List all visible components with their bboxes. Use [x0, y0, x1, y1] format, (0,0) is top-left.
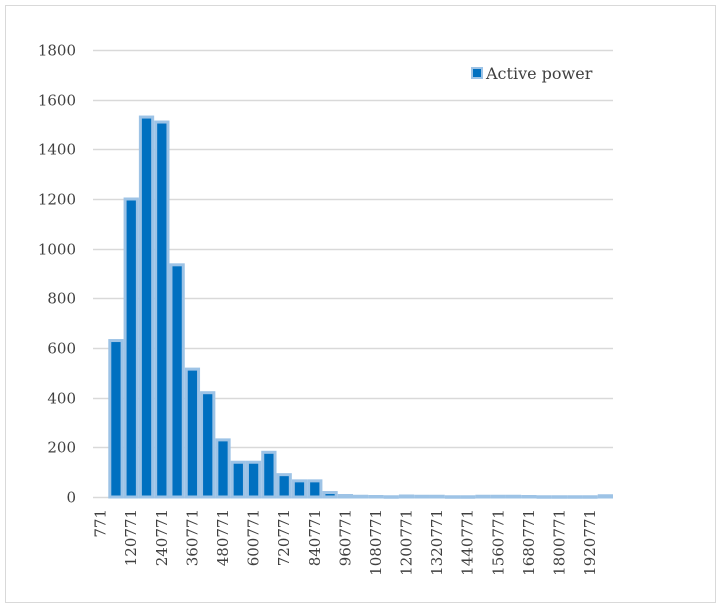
bar [398, 494, 415, 499]
chart-frame [5, 5, 716, 603]
bar [475, 494, 491, 499]
x-tick-label: 1440771 [459, 509, 477, 576]
bar [200, 391, 216, 499]
bar [108, 339, 124, 499]
x-tick-label: 360771 [183, 509, 201, 566]
bar [536, 495, 552, 499]
x-tick-label: 960771 [336, 509, 354, 566]
bar [353, 494, 369, 499]
bar [383, 495, 399, 499]
y-tick-label: 600 [47, 340, 76, 358]
bar [245, 460, 262, 499]
y-tick-label: 1800 [38, 42, 76, 60]
legend: Active power [471, 64, 593, 83]
bar [138, 115, 155, 499]
y-tick-label: 200 [47, 439, 76, 457]
bar [261, 450, 277, 499]
bar [567, 495, 583, 499]
x-tick-label: 1080771 [367, 509, 385, 576]
y-tick-label: 1200 [38, 191, 76, 209]
legend-swatch [471, 67, 483, 79]
x-tick-label: 1800771 [550, 509, 568, 576]
bar [123, 197, 139, 499]
bar [551, 495, 568, 499]
bar [521, 495, 537, 499]
bar [276, 473, 292, 499]
bar [368, 495, 384, 499]
bar [460, 495, 476, 499]
x-tick-label: 720771 [275, 509, 293, 566]
bar [154, 120, 170, 499]
y-tick-label: 400 [47, 390, 76, 408]
bar [444, 495, 461, 499]
y-tick-label: 1600 [38, 92, 76, 110]
bar [322, 491, 338, 499]
legend-label: Active power [485, 64, 593, 83]
y-tick-label: 800 [47, 290, 76, 308]
x-tick-label: 240771 [153, 509, 171, 566]
bar [414, 494, 430, 499]
bar [307, 479, 323, 499]
y-tick-label: 1000 [38, 241, 76, 259]
x-tick-label: 1560771 [489, 509, 507, 576]
x-tick-label: 840771 [306, 509, 324, 566]
bar [230, 460, 246, 499]
x-tick-label: 600771 [245, 509, 263, 566]
x-tick-label: 1920771 [581, 509, 599, 576]
x-axis-tick-labels: 771 120771 240771 360771 480771 600771 720771 8… [92, 509, 599, 576]
bar [184, 367, 201, 499]
bar [429, 494, 445, 499]
y-tick-label: 0 [66, 489, 76, 507]
x-tick-label: 1320771 [428, 509, 446, 576]
y-tick-label: 1400 [38, 141, 76, 159]
bar [597, 494, 614, 499]
bar [215, 438, 231, 499]
x-tick-label: 480771 [214, 509, 232, 566]
x-tick-label: 1680771 [520, 509, 538, 576]
bars [108, 115, 614, 499]
bar [337, 494, 353, 499]
x-tick-label: 120771 [122, 509, 140, 566]
y-axis-tick-labels: 0 200 400 600 800 1000 1200 1400 1600 1800 [38, 42, 76, 507]
x-tick-label: 771 [92, 509, 110, 538]
bar [169, 263, 185, 499]
bar [505, 494, 522, 499]
x-tick-label: 1200771 [398, 509, 416, 576]
bar [582, 495, 598, 499]
bar [291, 479, 308, 499]
bar [490, 494, 506, 499]
